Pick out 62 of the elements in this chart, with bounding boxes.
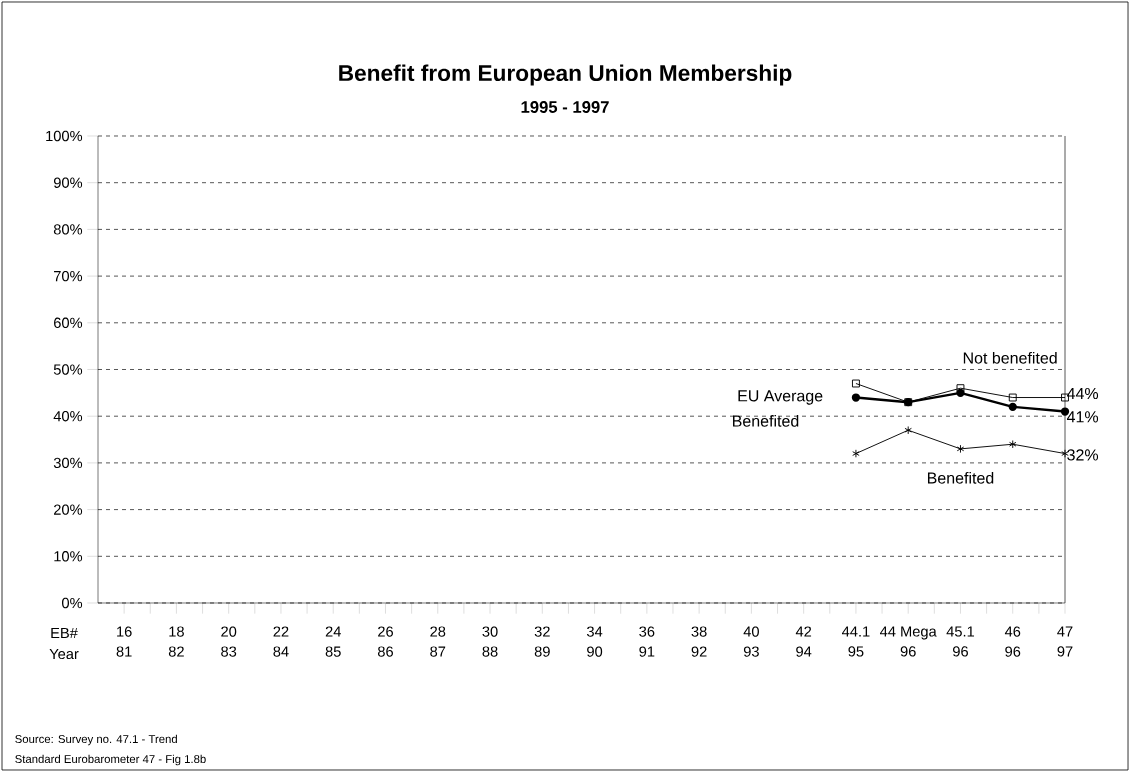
text: 84 (273, 646, 289, 657)
x-tick-label: 46 (1004, 626, 1021, 637)
text: 91 (639, 646, 655, 657)
text: 95 (848, 646, 864, 657)
text: 96 (953, 646, 968, 657)
text: 85 (325, 646, 341, 657)
source-note: Source: Survey no. 47.1 - Trend (15, 734, 177, 746)
text: 97 (1057, 646, 1073, 657)
x-tick-label: 47 (1057, 626, 1073, 637)
x-tick-label: 34 (586, 626, 603, 637)
x-tick-label: 45.1 (946, 626, 975, 637)
series-label: Benefited (927, 471, 994, 484)
x-tick-label: 24 (325, 626, 341, 637)
series-label: EU Average (738, 390, 823, 405)
x-tick-label: 22 (273, 626, 289, 637)
y-tick-label: 30% (53, 457, 83, 469)
x-tick-label: 20 (221, 626, 237, 637)
series-label: Not benefited (963, 351, 1057, 364)
text: 86 (377, 646, 393, 657)
text: 93 (743, 646, 759, 657)
text: 81 (116, 646, 132, 657)
text: 96 (900, 646, 916, 657)
y-tick-label: 60% (54, 317, 83, 328)
text: EB# (51, 627, 78, 639)
text: Year (49, 648, 79, 660)
text: 88 (482, 646, 498, 657)
y-tick-label: 40% (53, 411, 83, 422)
x-tick-label: 26 (378, 626, 393, 637)
annotation: Benefited (733, 415, 799, 427)
text: 89 (534, 646, 550, 657)
text: 92 (691, 646, 707, 657)
data-label: 41% (1066, 411, 1099, 423)
x-tick-label: 28 (430, 626, 446, 637)
y-tick-label: 70% (54, 270, 83, 282)
y-tick-label: 100% (46, 130, 83, 142)
x-tick-label: 40 (743, 626, 759, 637)
x-tick-label: 38 (691, 626, 707, 637)
data-label: 32% (1067, 449, 1099, 461)
text: 87 (430, 646, 446, 657)
y-tick-label: 80% (53, 224, 83, 235)
y-tick-label: 20% (54, 504, 83, 515)
x-tick-label: 44 Mega (879, 626, 937, 640)
text: 90 (587, 646, 603, 657)
x-tick-label: 30 (482, 626, 498, 637)
chart-subtitle: 1995 - 1997 (521, 101, 609, 113)
y-tick-label: 0% (62, 597, 83, 609)
y-tick-label: 90% (53, 177, 83, 188)
x-tick-label: 16 (117, 626, 132, 637)
text: Standard Eurobarometer 47 - Fig 1.8b (15, 754, 206, 766)
text: 82 (168, 646, 184, 657)
x-tick-label: 36 (639, 626, 655, 637)
text: 94 (796, 646, 812, 657)
y-tick-label: 50% (53, 364, 83, 375)
text: 83 (221, 646, 237, 657)
x-tick-label: 42 (795, 626, 812, 637)
data-label: 44% (1066, 387, 1099, 400)
text: 96 (1005, 646, 1021, 657)
x-tick-label: 44.1 (841, 626, 870, 637)
x-tick-label: 32 (534, 626, 550, 637)
x-tick-label: 18 (169, 626, 184, 637)
y-tick-label: 10% (54, 551, 83, 562)
chart-title: Benefit from European Union Membership (339, 64, 792, 86)
